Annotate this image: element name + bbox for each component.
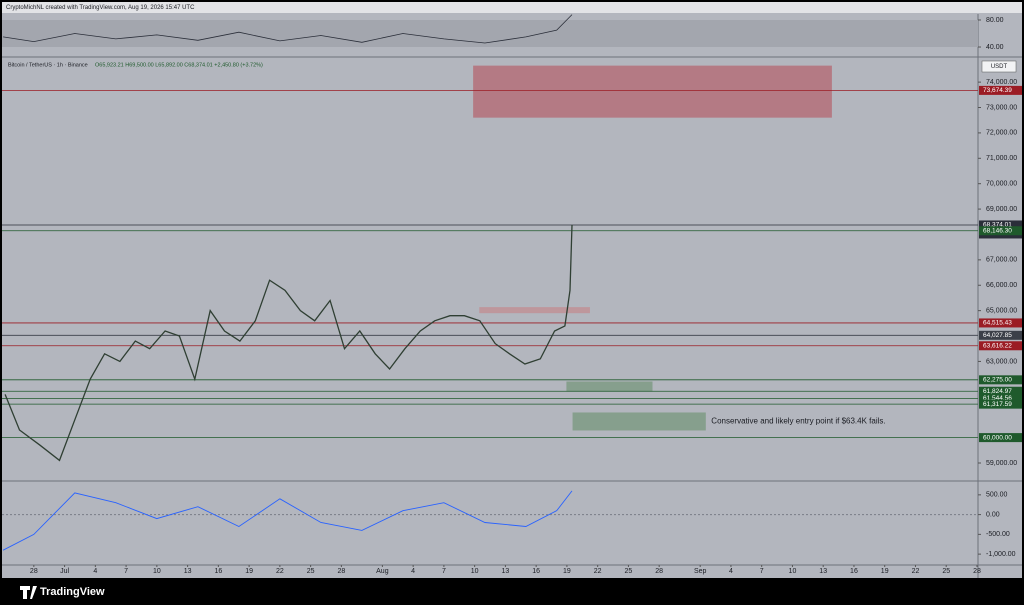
x-tick-label: 16 [850, 568, 858, 575]
price-line [4, 224, 573, 462]
price-tag [979, 399, 1022, 409]
x-tick-label: 10 [153, 568, 161, 575]
price-tag-label: 61,824.97 [983, 388, 1012, 395]
x-tick-label: 28 [337, 568, 345, 575]
footer [0, 579, 1024, 605]
logo [20, 586, 37, 599]
zone [479, 307, 590, 314]
y-tick-label: 69,000.00 [986, 206, 1017, 213]
price-tag-label: 61,317.59 [983, 401, 1012, 408]
y-tick-label: 72,000.00 [986, 130, 1017, 137]
y-tick-label: 70,000.00 [986, 181, 1017, 188]
x-tick-label: 28 [655, 568, 663, 575]
price-tag [979, 341, 1022, 351]
price-tag [979, 226, 1022, 236]
y-tick-label: 71,000.00 [986, 155, 1017, 162]
price-tag-label: 63,616.22 [983, 342, 1012, 349]
x-tick-label: 22 [912, 568, 920, 575]
zone [473, 65, 832, 118]
price-tag [979, 433, 1022, 443]
zone [572, 412, 706, 431]
currency: USDT [991, 64, 1008, 70]
x-tick-label: 13 [184, 568, 192, 575]
x-tick-label: 25 [942, 568, 950, 575]
x-tick-label: 10 [789, 568, 797, 575]
y-tick-label: 67,000.00 [986, 257, 1017, 264]
credit-bar [2, 2, 1022, 13]
x-tick-label: 22 [594, 568, 602, 575]
y-tick-label: 73,000.00 [986, 104, 1017, 111]
x-tick-label: 28 [973, 568, 981, 575]
macd-line [2, 490, 573, 551]
price-tag [979, 393, 1022, 403]
price-tag-label: 62,275.00 [983, 377, 1012, 384]
currency-box [981, 60, 1017, 73]
x-tick-label: 4 [729, 568, 733, 575]
price-tag-label: 61,544.56 [983, 395, 1012, 402]
brand: TradingView [40, 586, 105, 598]
price-tag [979, 375, 1022, 385]
symbol: Bitcoin / TetherUS · 1h · Binance [8, 62, 88, 68]
macd-tick-label: -500.00 [986, 531, 1010, 538]
price-tag-label: 73,674.39 [983, 87, 1012, 94]
price-tag [979, 386, 1022, 396]
price-tag [979, 318, 1022, 328]
y-tick-label: 59,000.00 [986, 460, 1017, 467]
x-tick-label: 4 [93, 568, 97, 575]
credit: CryptoMichNL created with TradingView.co… [6, 5, 195, 11]
x-tick-label: 7 [124, 568, 128, 575]
rsi-line [3, 14, 573, 44]
x-tick-label: 19 [245, 568, 253, 575]
price-tag-label: 60,000.00 [983, 434, 1012, 441]
x-tick-label: 22 [276, 568, 284, 575]
x-tick-label: Jul [60, 568, 69, 575]
annotation: Conservative and likely entry point if $… [711, 417, 885, 426]
price-tag-label: 64,027.85 [983, 332, 1012, 339]
macd-tick-label: 0.00 [986, 511, 1000, 518]
x-tick-label: 7 [760, 568, 764, 575]
x-tick-label: 13 [819, 568, 827, 575]
x-tick-label: 13 [502, 568, 510, 575]
x-tick-label: 25 [307, 568, 315, 575]
x-tick-label: 28 [30, 568, 38, 575]
y-tick-label: 63,000.00 [986, 358, 1017, 365]
x-tick-label: 4 [411, 568, 415, 575]
x-tick-label: 16 [532, 568, 540, 575]
ohlc: O65,923.21 H69,500.00 L65,892.00 C68,374… [95, 62, 263, 68]
price-tag [979, 330, 1022, 340]
x-tick-label: 7 [442, 568, 446, 575]
price-tag-label: 68,146.30 [983, 227, 1012, 234]
price-tag [979, 85, 1022, 95]
macd-tick-label: 500.00 [986, 492, 1008, 499]
rsi-tick-label: 40.00 [986, 44, 1004, 51]
x-tick-label: 16 [214, 568, 222, 575]
x-tick-label: 25 [625, 568, 633, 575]
y-tick-label: 65,000.00 [986, 307, 1017, 314]
x-tick-label: 19 [563, 568, 571, 575]
price-tag-label: 64,515.43 [983, 320, 1012, 327]
price-tag-label: 68,374.01 [983, 222, 1012, 229]
y-tick-label: 66,000.00 [986, 282, 1017, 289]
x-tick-label: Sep [694, 568, 707, 575]
zone [566, 381, 653, 392]
x-tick-label: 10 [471, 568, 479, 575]
x-tick-label: 19 [881, 568, 889, 575]
rsi-band [2, 20, 978, 48]
y-tick-label: 74,000.00 [986, 79, 1017, 86]
x-tick-label: Aug [376, 568, 389, 575]
macd-tick-label: -1,000.00 [986, 551, 1016, 558]
rsi-tick-label: 80.00 [986, 17, 1004, 24]
